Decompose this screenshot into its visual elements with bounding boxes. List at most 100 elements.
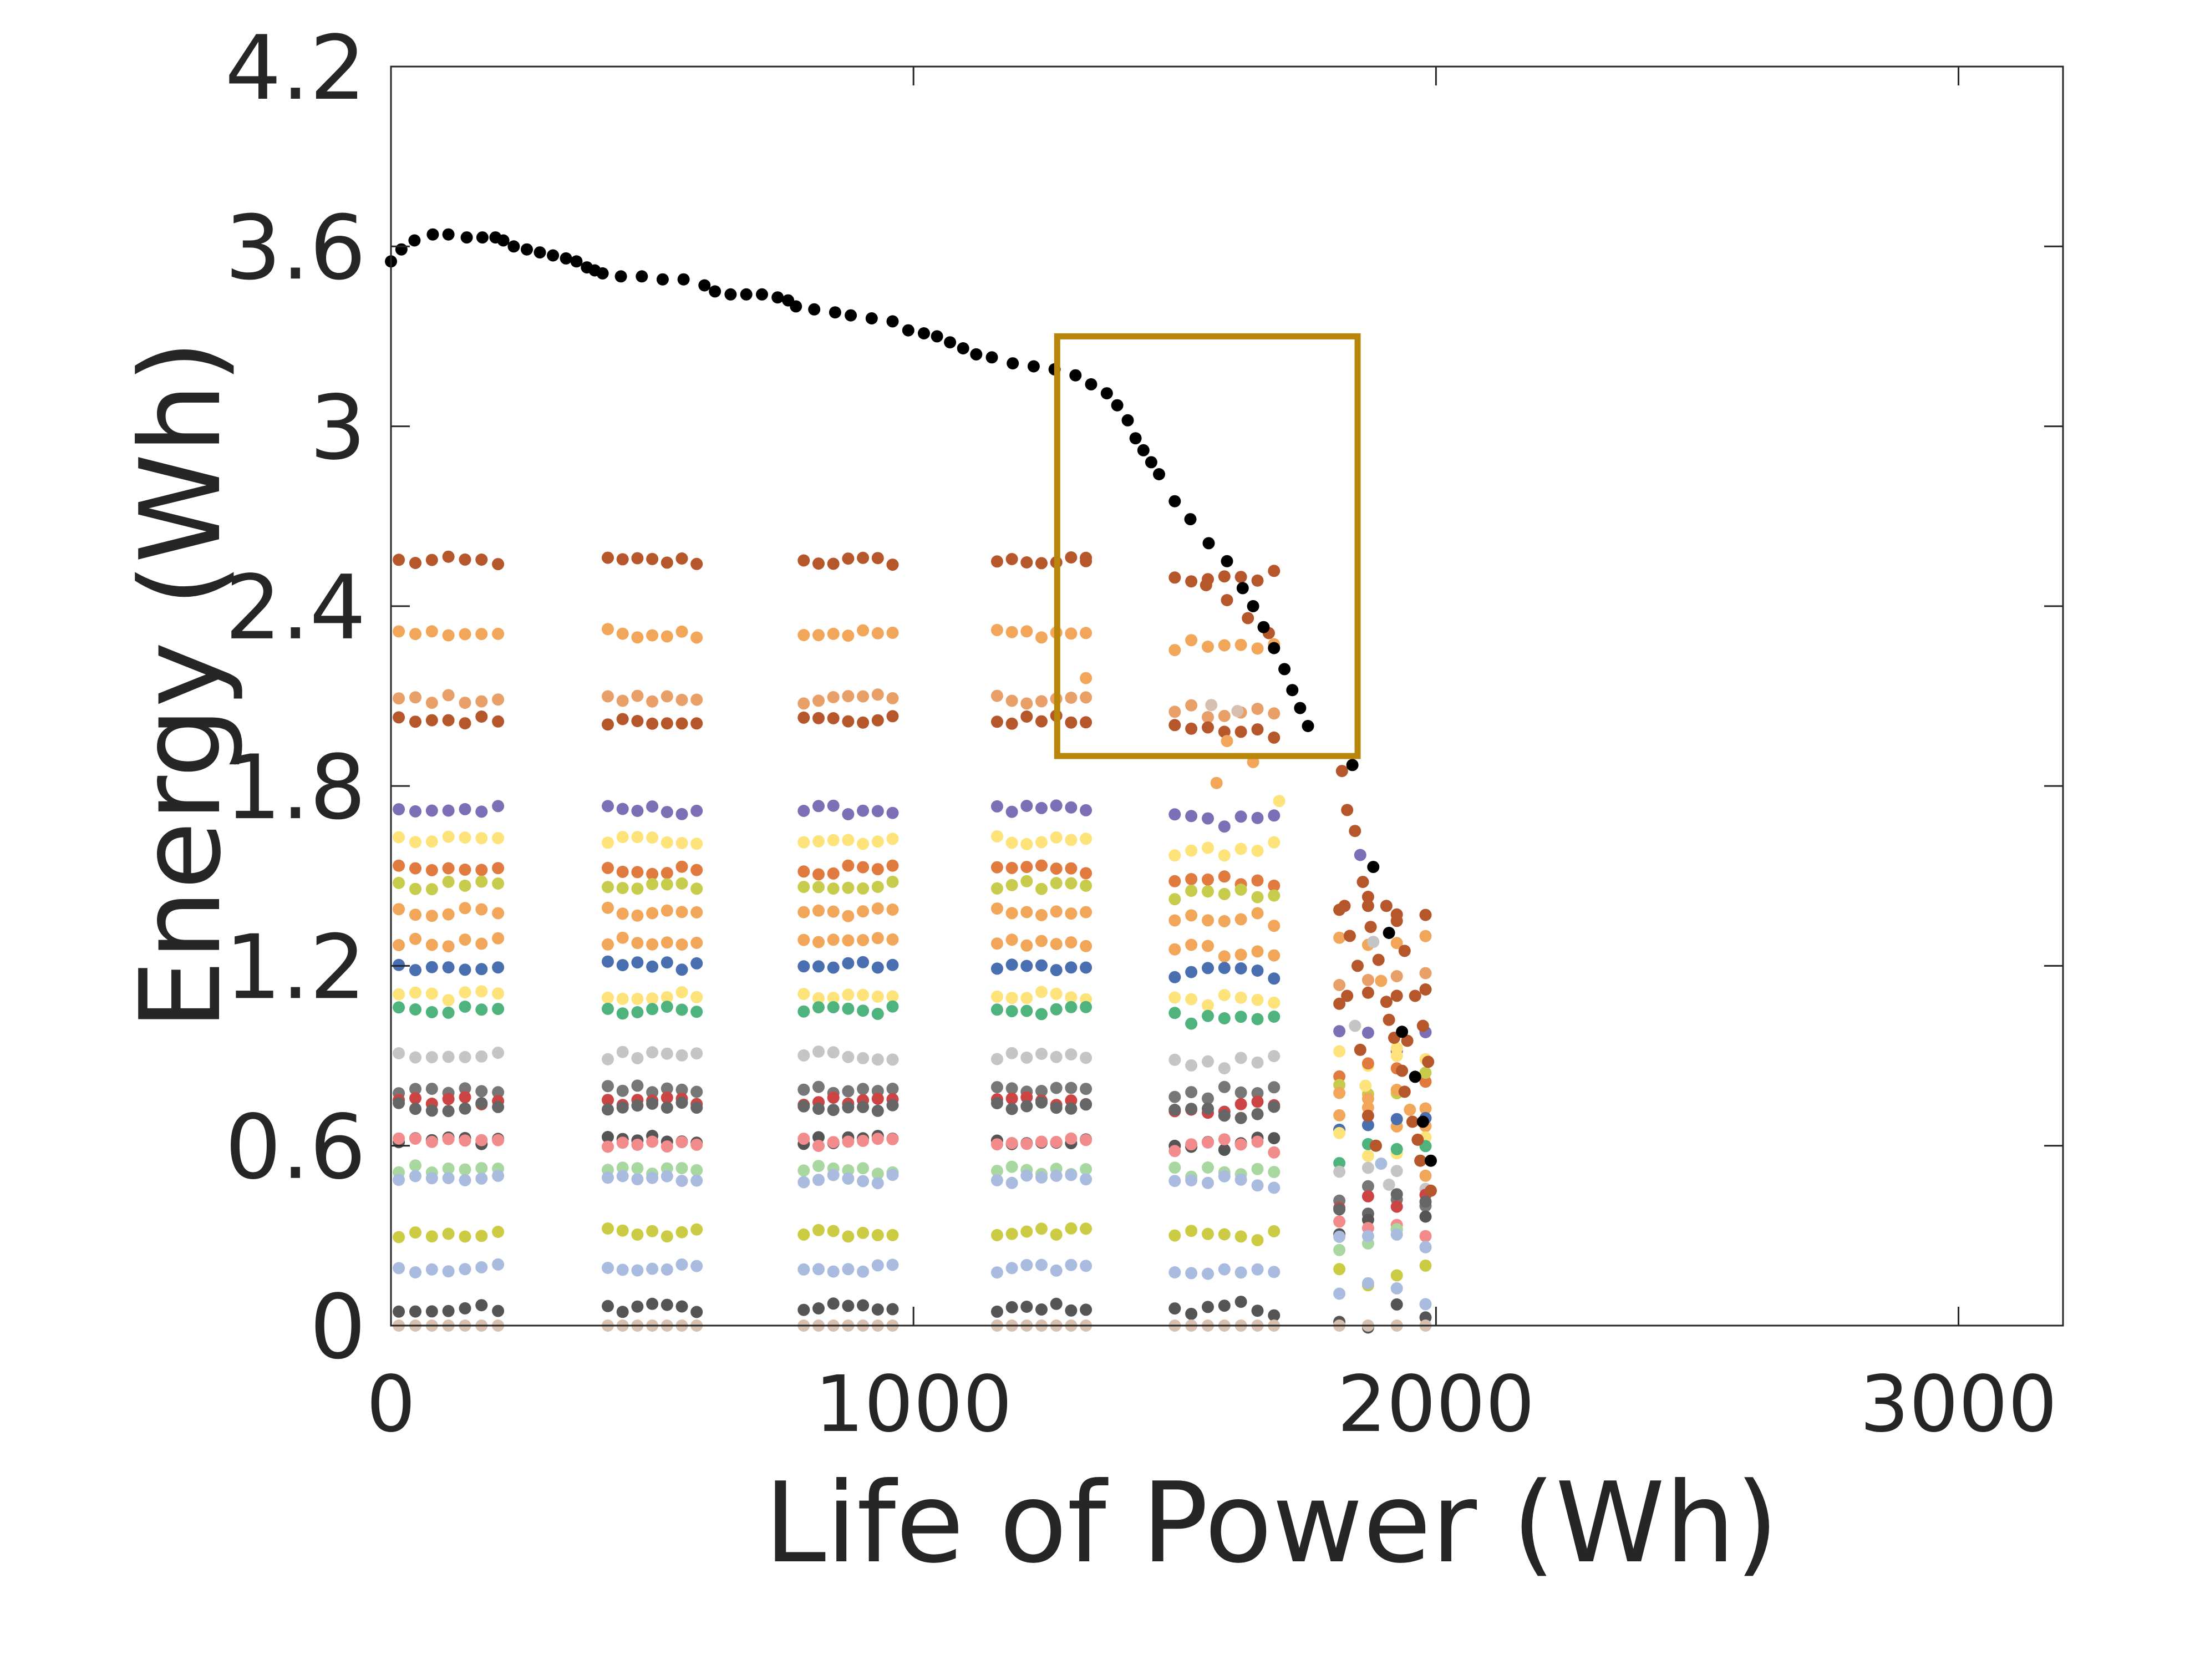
component-point-c13 [425, 1006, 438, 1018]
component-point-c4 [1361, 986, 1374, 999]
component-point-c17 [1251, 1108, 1264, 1120]
component-point-c23 [492, 1258, 505, 1271]
component-point-c6 [842, 834, 855, 846]
component-point-c7 [797, 865, 810, 878]
component-point-c7 [690, 864, 703, 876]
component-point-c5 [660, 806, 673, 819]
component-point-c15 [797, 1083, 810, 1096]
tail-point [1221, 735, 1233, 748]
component-point-c7 [1080, 867, 1093, 880]
component-point-c14 [393, 1047, 405, 1059]
component-point-c11 [475, 963, 488, 976]
component-point-c15 [1168, 1090, 1181, 1103]
component-point-c15 [1005, 1082, 1018, 1095]
component-point-c4 [1005, 717, 1018, 730]
component-point-c19 [616, 1136, 629, 1149]
component-point-c10 [616, 931, 629, 944]
component-point-c11 [1218, 962, 1231, 974]
component-point-c11 [393, 958, 405, 971]
component-point-c8 [690, 882, 703, 895]
component-point-c21 [1202, 1176, 1214, 1189]
component-point-c11 [1234, 962, 1247, 974]
component-point-c8 [1168, 893, 1181, 906]
component-point-c6 [616, 831, 629, 844]
main-series-point [1137, 444, 1150, 456]
component-point-c21 [827, 1169, 840, 1181]
component-point-c5 [1050, 799, 1063, 812]
component-point-c3 [1390, 970, 1403, 982]
data-marks [385, 228, 1437, 1334]
component-point-c11 [1251, 965, 1264, 977]
component-point-c16 [1361, 1190, 1374, 1202]
component-point-c13 [675, 1003, 688, 1016]
component-point-c17 [425, 1104, 438, 1117]
component-point-c3 [1168, 706, 1181, 718]
component-point-c4 [660, 717, 673, 730]
main-series-point [1100, 387, 1113, 400]
component-point-c19 [409, 1132, 421, 1145]
component-point-c4 [1202, 721, 1214, 734]
component-point-c3 [646, 695, 659, 708]
component-point-c3 [857, 690, 870, 703]
component-point-c14 [602, 1053, 614, 1065]
y-tick-label: 0.6 [225, 1095, 366, 1199]
component-point-c3 [990, 689, 1003, 702]
main-series-point [460, 231, 473, 244]
component-point-c12 [602, 991, 614, 1004]
component-point-c24 [1050, 1297, 1063, 1310]
component-point-c1 [871, 552, 884, 565]
component-point-c24 [1218, 1300, 1231, 1312]
component-point-c15 [425, 1083, 438, 1095]
component-point-c1 [827, 557, 840, 570]
component-point-c14 [871, 1053, 884, 1066]
x-tick-label: 0 [366, 1359, 415, 1450]
component-point-c10 [602, 938, 614, 951]
component-point-c12 [797, 988, 810, 1001]
component-point-c7 [1361, 1057, 1374, 1070]
component-point-c20 [1251, 1163, 1264, 1175]
component-point-c2 [827, 627, 840, 640]
component-point-c2 [1185, 634, 1198, 647]
main-series-point [808, 303, 821, 316]
component-point-c10 [1168, 943, 1181, 956]
component-point-c5 [1020, 800, 1033, 812]
component-point-c3 [1035, 695, 1048, 708]
component-point-c5 [1361, 1027, 1374, 1039]
main-series-point [1346, 759, 1359, 772]
component-point-c4 [602, 718, 614, 731]
component-point-c15 [1050, 1082, 1063, 1094]
component-point-c8 [1234, 884, 1247, 896]
component-point-c4 [1419, 983, 1432, 996]
tail-point [1401, 1034, 1414, 1047]
component-point-c5 [1035, 801, 1048, 814]
tail-point [1361, 1109, 1374, 1122]
component-point-c2 [812, 629, 825, 642]
component-point-c19 [475, 1134, 488, 1146]
component-point-c10 [1218, 950, 1231, 963]
component-point-c19 [990, 1138, 1003, 1151]
component-point-c21 [1050, 1169, 1063, 1182]
component-point-c23 [886, 1258, 899, 1271]
component-point-c23 [842, 1263, 855, 1276]
component-point-c1 [602, 551, 614, 564]
component-point-c15 [886, 1083, 899, 1095]
component-point-c11 [690, 957, 703, 970]
component-point-c23 [1050, 1264, 1063, 1277]
component-point-c9 [475, 903, 488, 916]
component-point-c9 [1185, 909, 1198, 922]
component-point-c13 [660, 1001, 673, 1013]
component-point-c1 [492, 558, 505, 571]
component-point-c9 [602, 901, 614, 914]
component-point-c14 [1050, 1050, 1063, 1063]
component-point-c3 [1361, 973, 1374, 986]
component-point-c13 [631, 1006, 644, 1018]
component-point-c23 [1080, 1260, 1093, 1272]
component-point-c7 [675, 860, 688, 873]
component-point-c9 [1419, 1102, 1432, 1115]
component-point-c11 [492, 961, 505, 974]
component-point-c7 [1333, 1070, 1346, 1083]
component-point-c11 [797, 960, 810, 973]
component-point-c2 [1080, 627, 1093, 639]
component-point-c23 [857, 1265, 870, 1278]
